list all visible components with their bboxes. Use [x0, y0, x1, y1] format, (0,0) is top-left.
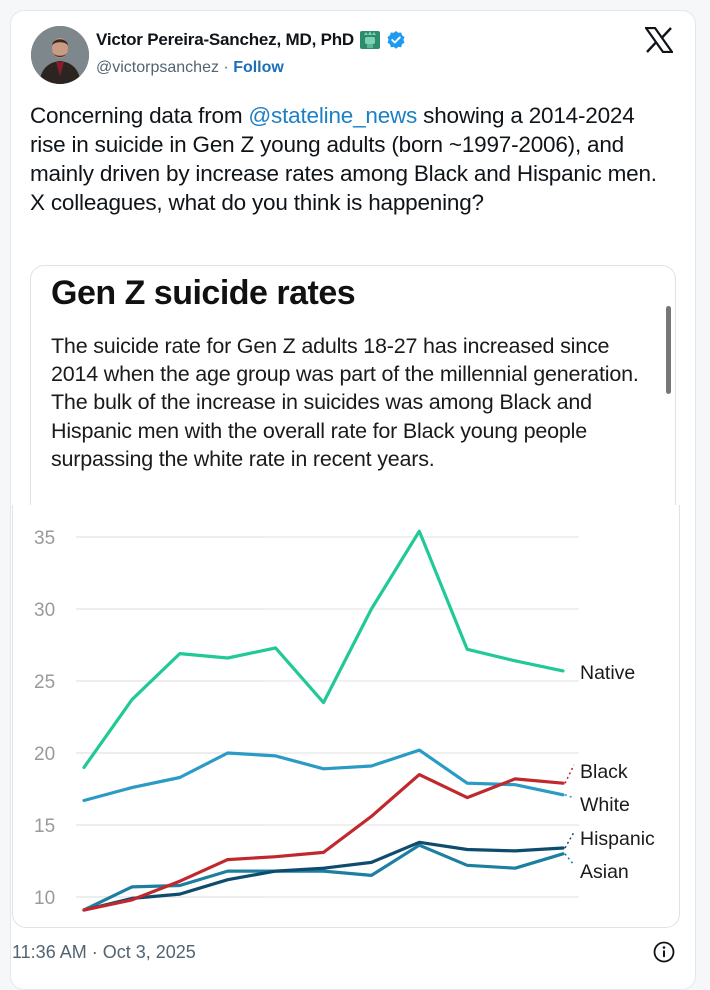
series-line-white: [84, 750, 563, 800]
author-handle-row: @victorpsanchez · Follow: [96, 59, 284, 77]
statue-of-liberty-icon: [359, 30, 381, 50]
series-line-asian: [84, 845, 563, 910]
label-leader-black: [565, 765, 574, 783]
label-leader-asian: [565, 854, 574, 865]
timestamp[interactable]: 11:36 AM · Oct 3, 2025: [12, 942, 196, 963]
y-tick-label: 15: [34, 816, 55, 837]
card-body: The suicide rate for Gen Z adults 18-27 …: [51, 332, 651, 473]
series-line-black: [84, 775, 563, 910]
avatar[interactable]: [31, 26, 89, 84]
series-label-asian: Asian: [580, 861, 629, 883]
series-line-native: [84, 531, 563, 767]
series-label-black: Black: [580, 761, 628, 783]
y-tick-label: 35: [34, 528, 55, 549]
handle-separator: ·: [219, 59, 233, 76]
tweet-text: Concerning data from @stateline_news sho…: [30, 101, 670, 217]
card-title: Gen Z suicide rates: [51, 274, 355, 313]
y-tick-label: 25: [34, 672, 55, 693]
author-name-row: Victor Pereira-Sanchez, MD, PhD: [96, 30, 406, 50]
author-handle[interactable]: @victorpsanchez: [96, 59, 219, 76]
mention-link[interactable]: @stateline_news: [248, 103, 417, 128]
avatar-photo: [31, 26, 89, 84]
label-leader-white: [565, 795, 574, 798]
series-label-native: Native: [580, 662, 635, 684]
label-leader-hispanic: [565, 832, 574, 848]
line-chart: 10 15 20 25 30 35 Native Black White Hispanic Asia…: [13, 505, 681, 928]
series-label-hispanic: Hispanic: [580, 828, 655, 850]
series-label-white: White: [580, 794, 630, 816]
x-logo-icon[interactable]: [645, 27, 673, 53]
follow-button[interactable]: Follow: [233, 59, 284, 76]
y-tick-label: 10: [34, 888, 55, 909]
y-tick-label: 30: [34, 600, 55, 621]
scrollbar-thumb[interactable]: [666, 306, 671, 394]
verified-badge-icon: [386, 30, 406, 50]
author-name[interactable]: Victor Pereira-Sanchez, MD, PhD: [96, 30, 354, 50]
y-tick-label: 20: [34, 744, 55, 765]
tweet-text-part: Concerning data from: [30, 103, 248, 128]
embedded-image-text[interactable]: Gen Z suicide rates The suicide rate for…: [30, 265, 676, 525]
chart-container[interactable]: 10 15 20 25 30 35 Native Black White Hispanic Asia…: [12, 505, 680, 928]
tweet-question: X colleagues, what do you think is happe…: [30, 190, 484, 215]
info-icon[interactable]: [652, 940, 676, 964]
